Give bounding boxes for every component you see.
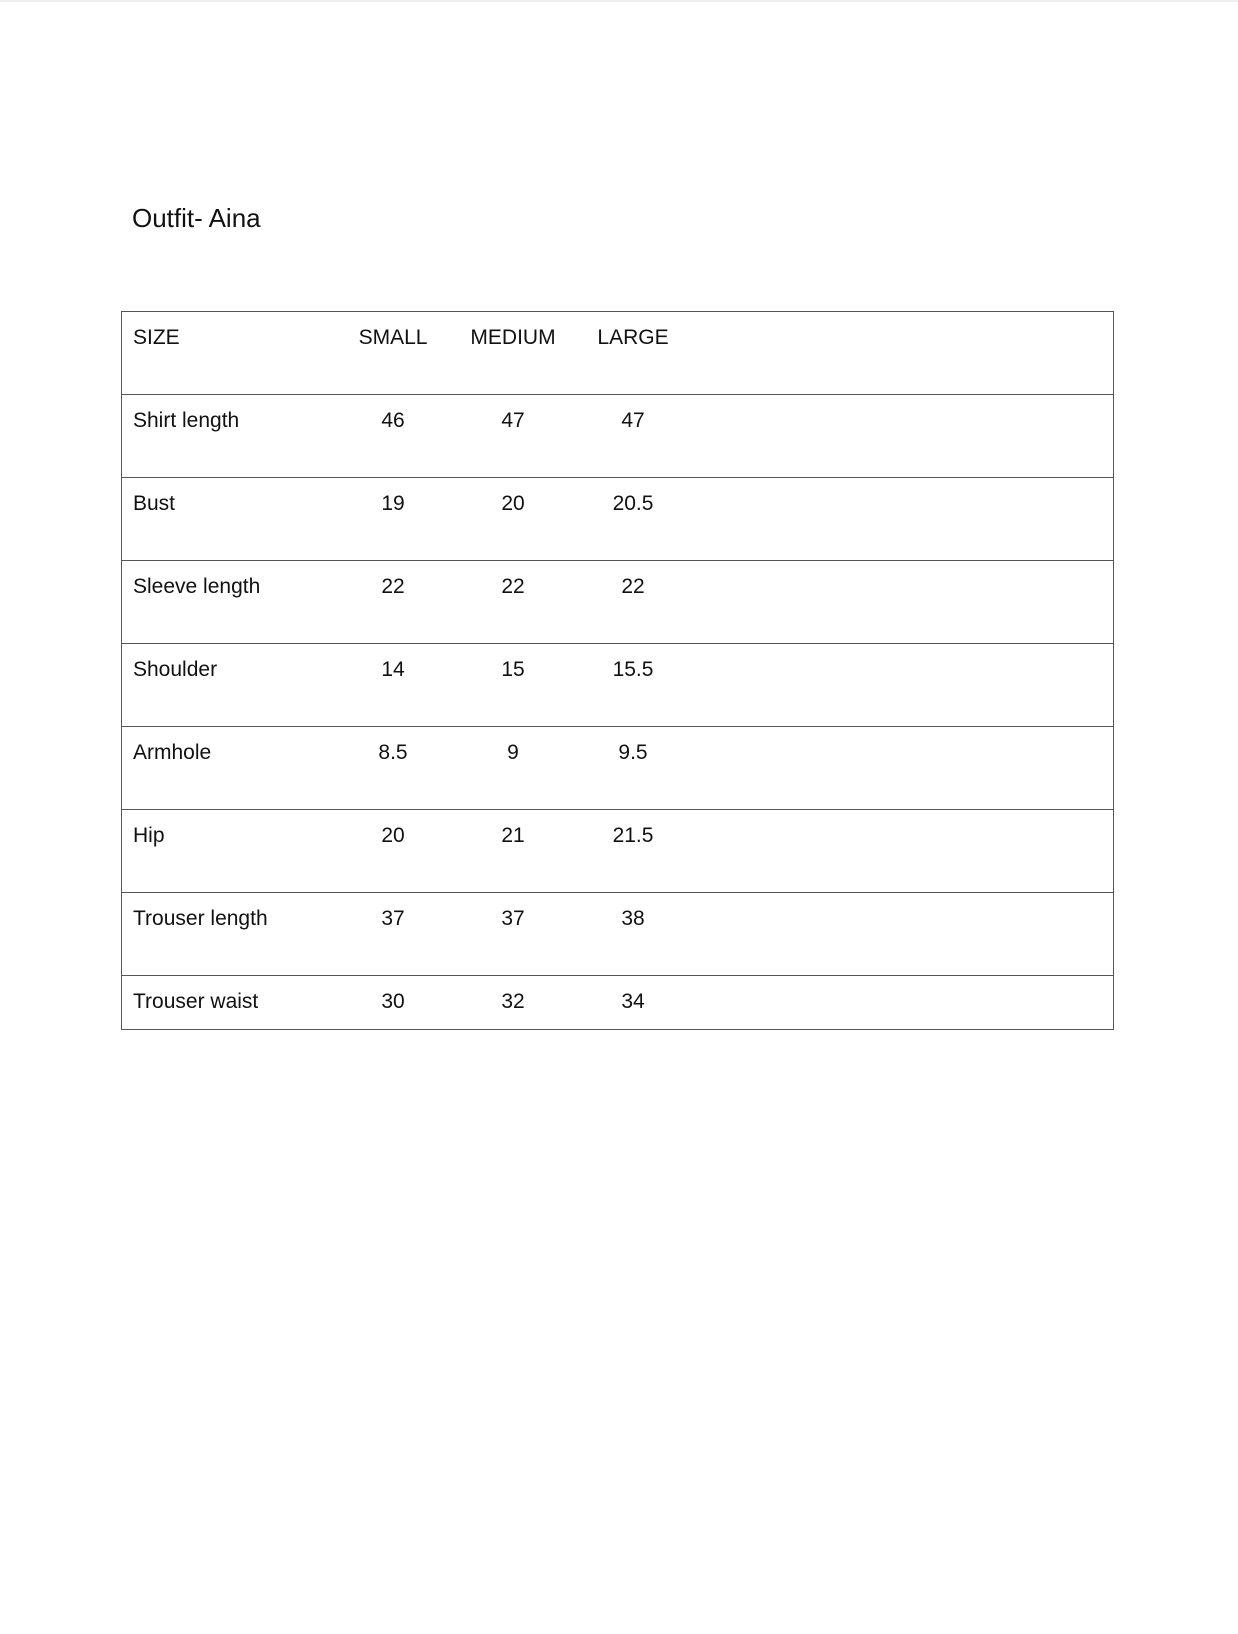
measurement-value: 21 [453,809,573,893]
measurement-value: 21.5 [573,809,693,893]
measurement-value: 14 [333,643,453,727]
measurement-value: 34 [573,975,693,1030]
table-row: Sleeve length 22 22 22 [121,560,1114,644]
measurement-value: 47 [573,394,693,478]
size-column-header: SMALL [333,311,453,395]
size-chart-table: SIZE SMALL MEDIUM LARGE Shirt length 46 47 47 Bu… [121,311,1114,1030]
empty-cell [693,311,1114,395]
header-row: SIZE SMALL MEDIUM LARGE [121,311,1114,395]
measurement-label: Shirt length [121,394,333,478]
measurement-label: Bust [121,477,333,561]
measurement-value: 47 [453,394,573,478]
measurement-label: Armhole [121,726,333,810]
table-row: Trouser length 37 37 38 [121,892,1114,976]
empty-cell [693,975,1114,1030]
measurement-label: Sleeve length [121,560,333,644]
empty-cell [693,809,1114,893]
empty-cell [693,394,1114,478]
measurement-value: 8.5 [333,726,453,810]
measurement-label: Shoulder [121,643,333,727]
measurement-value: 22 [453,560,573,644]
measurement-value: 20 [333,809,453,893]
measurement-value: 15 [453,643,573,727]
empty-cell [693,560,1114,644]
page-title: Outfit- Aina [132,203,261,233]
table-row: Shoulder 14 15 15.5 [121,643,1114,727]
table-row: Trouser waist 30 32 34 [121,975,1114,1030]
top-divider [0,0,1238,2]
measurement-label: Hip [121,809,333,893]
measurement-value: 22 [573,560,693,644]
size-header: SIZE [121,311,333,395]
size-column-header: LARGE [573,311,693,395]
measurement-value: 37 [333,892,453,976]
measurement-value: 20.5 [573,477,693,561]
empty-cell [693,643,1114,727]
measurement-value: 37 [453,892,573,976]
measurement-value: 9.5 [573,726,693,810]
empty-cell [693,477,1114,561]
measurement-value: 38 [573,892,693,976]
table-row: Armhole 8.5 9 9.5 [121,726,1114,810]
measurement-value: 15.5 [573,643,693,727]
size-column-header: MEDIUM [453,311,573,395]
measurement-value: 22 [333,560,453,644]
table-row: Shirt length 46 47 47 [121,394,1114,478]
empty-cell [693,726,1114,810]
measurement-value: 9 [453,726,573,810]
measurement-label: Trouser waist [121,975,333,1030]
table-row: Bust 19 20 20.5 [121,477,1114,561]
measurement-value: 32 [453,975,573,1030]
empty-cell [693,892,1114,976]
measurement-label: Trouser length [121,892,333,976]
measurement-value: 19 [333,477,453,561]
measurement-value: 20 [453,477,573,561]
measurement-value: 46 [333,394,453,478]
measurement-value: 30 [333,975,453,1030]
table-row: Hip 20 21 21.5 [121,809,1114,893]
